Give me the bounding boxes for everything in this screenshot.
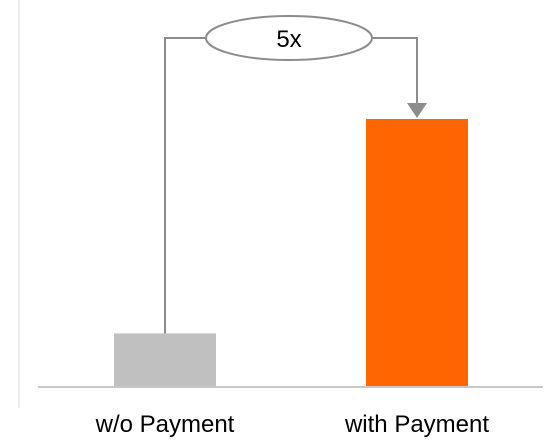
x-tick-label-1: with Payment	[344, 411, 489, 438]
arrowhead-icon	[407, 103, 427, 118]
bar-0	[114, 333, 216, 387]
bar-1	[366, 119, 468, 387]
bars-group	[114, 119, 468, 387]
annotation-oval	[205, 15, 373, 61]
growth-annotation: 5x	[164, 15, 427, 334]
tick-labels-group: w/o Payment with Payment	[95, 411, 490, 438]
annotation-label: 5x	[276, 26, 301, 53]
x-tick-label-0: w/o Payment	[95, 411, 235, 438]
